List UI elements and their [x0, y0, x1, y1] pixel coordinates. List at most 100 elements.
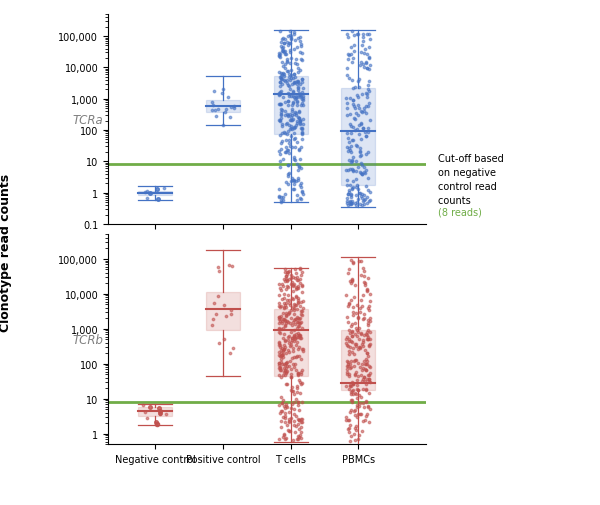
Point: [277, 81, 287, 89]
Point: [362, 360, 371, 368]
Point: [344, 428, 354, 436]
Point: [359, 64, 368, 72]
Point: [218, 122, 228, 130]
Point: [287, 414, 296, 422]
Point: [356, 192, 365, 200]
Point: [353, 386, 362, 394]
Point: [353, 93, 363, 102]
Point: [283, 112, 292, 120]
Point: [361, 385, 371, 393]
Point: [284, 40, 294, 48]
Point: [297, 415, 307, 423]
Point: [280, 268, 290, 276]
Point: [277, 317, 287, 325]
Point: [362, 132, 371, 140]
Point: [210, 107, 220, 115]
Point: [277, 351, 287, 360]
Point: [287, 102, 297, 110]
Point: [365, 315, 375, 323]
Point: [275, 352, 285, 361]
Point: [285, 47, 295, 55]
Point: [347, 199, 357, 208]
Point: [288, 99, 298, 108]
Point: [298, 418, 307, 426]
Point: [297, 345, 307, 353]
Point: [275, 364, 285, 372]
Point: [353, 112, 363, 120]
Point: [275, 117, 284, 125]
Point: [288, 344, 298, 352]
Point: [346, 130, 356, 138]
Point: [291, 269, 301, 277]
Point: [354, 324, 364, 332]
Point: [346, 279, 356, 287]
Point: [274, 117, 284, 125]
Point: [346, 199, 355, 207]
Point: [298, 102, 308, 110]
Point: [343, 302, 353, 311]
Point: [277, 106, 287, 114]
Point: [280, 412, 289, 420]
Point: [275, 117, 285, 125]
Point: [292, 388, 302, 396]
Point: [287, 67, 296, 75]
Point: [365, 188, 375, 196]
Point: [286, 357, 295, 365]
Point: [295, 80, 305, 88]
Point: [296, 144, 305, 152]
Point: [294, 433, 304, 441]
Point: [143, 415, 152, 423]
Point: [353, 410, 362, 418]
Point: [350, 84, 360, 92]
Point: [342, 371, 352, 379]
Point: [281, 112, 290, 120]
Point: [360, 129, 370, 137]
Point: [286, 374, 296, 382]
Point: [363, 371, 373, 379]
Point: [344, 300, 354, 308]
Point: [361, 281, 370, 289]
Point: [347, 328, 357, 336]
Text: (8 reads): (8 reads): [438, 207, 482, 217]
Point: [346, 363, 356, 371]
Point: [358, 427, 367, 435]
Point: [342, 182, 352, 190]
Point: [362, 335, 371, 343]
Point: [152, 420, 161, 428]
Point: [293, 371, 303, 379]
Point: [295, 379, 305, 387]
Point: [278, 316, 288, 324]
Point: [289, 78, 298, 86]
Point: [291, 292, 301, 300]
Point: [280, 431, 289, 439]
Point: [274, 147, 284, 156]
Point: [362, 360, 371, 368]
Point: [283, 421, 292, 429]
Point: [274, 401, 284, 409]
Point: [283, 77, 292, 85]
Point: [353, 31, 362, 39]
Point: [277, 302, 286, 311]
Point: [357, 109, 367, 117]
Point: [364, 197, 374, 205]
Point: [281, 400, 290, 409]
Point: [286, 35, 296, 43]
Point: [276, 193, 286, 201]
Point: [356, 258, 366, 266]
Point: [342, 342, 352, 350]
Point: [281, 144, 290, 152]
Point: [276, 423, 286, 431]
Point: [277, 36, 287, 44]
Point: [362, 380, 371, 388]
Point: [355, 147, 364, 156]
Point: [281, 359, 290, 367]
Point: [283, 38, 292, 46]
Point: [277, 120, 286, 128]
Point: [139, 401, 148, 409]
Point: [280, 414, 290, 422]
Point: [280, 65, 290, 73]
Point: [365, 328, 375, 336]
Point: [290, 428, 299, 436]
Point: [280, 277, 290, 285]
Point: [296, 380, 305, 388]
